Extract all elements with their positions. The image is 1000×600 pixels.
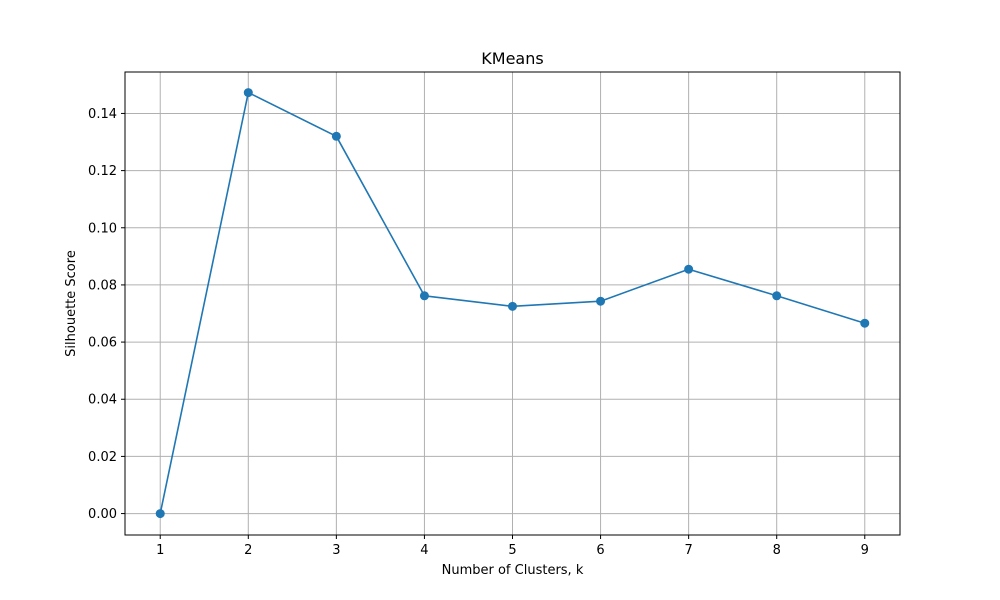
y-tick-label: 0.10	[88, 221, 117, 236]
data-point-k9	[860, 318, 870, 328]
x-tick-label: 5	[508, 543, 516, 558]
y-tick-label: 0.04	[88, 393, 117, 408]
y-tick-label: 0.12	[88, 164, 117, 179]
x-tick-label: 4	[420, 543, 428, 558]
axis-ticks: 1 2 3 4 5 6 7 8 9 0.00 0.02 0.04 0.06 0.08 0.10 0.12 0.1…	[88, 107, 869, 558]
data-point-k1	[155, 509, 165, 519]
x-tick-label: 6	[596, 543, 604, 558]
data-point-k2	[243, 88, 253, 98]
data-point-k6	[596, 296, 606, 306]
x-axis-label: Number of Clusters, k	[442, 563, 584, 578]
data-point-k7	[684, 264, 694, 274]
y-axis-label: Silhouette Score	[64, 250, 79, 357]
y-tick-label: 0.08	[88, 278, 117, 293]
data-point-k8	[772, 291, 782, 301]
x-tick-label: 9	[861, 543, 869, 558]
data-point-k3	[331, 131, 341, 141]
y-tick-label: 0.06	[88, 336, 117, 351]
x-tick-label: 7	[684, 543, 692, 558]
x-tick-label: 8	[773, 543, 781, 558]
y-tick-label: 0.02	[88, 450, 117, 465]
x-tick-label: 1	[156, 543, 164, 558]
chart-title: KMeans	[481, 49, 543, 68]
y-tick-label: 0.00	[88, 507, 117, 522]
x-tick-label: 2	[244, 543, 252, 558]
y-tick-label: 0.14	[88, 107, 117, 122]
x-tick-label: 3	[332, 543, 340, 558]
data-point-k5	[508, 301, 517, 311]
data-point-k4	[419, 291, 429, 301]
series-layer	[155, 88, 870, 519]
